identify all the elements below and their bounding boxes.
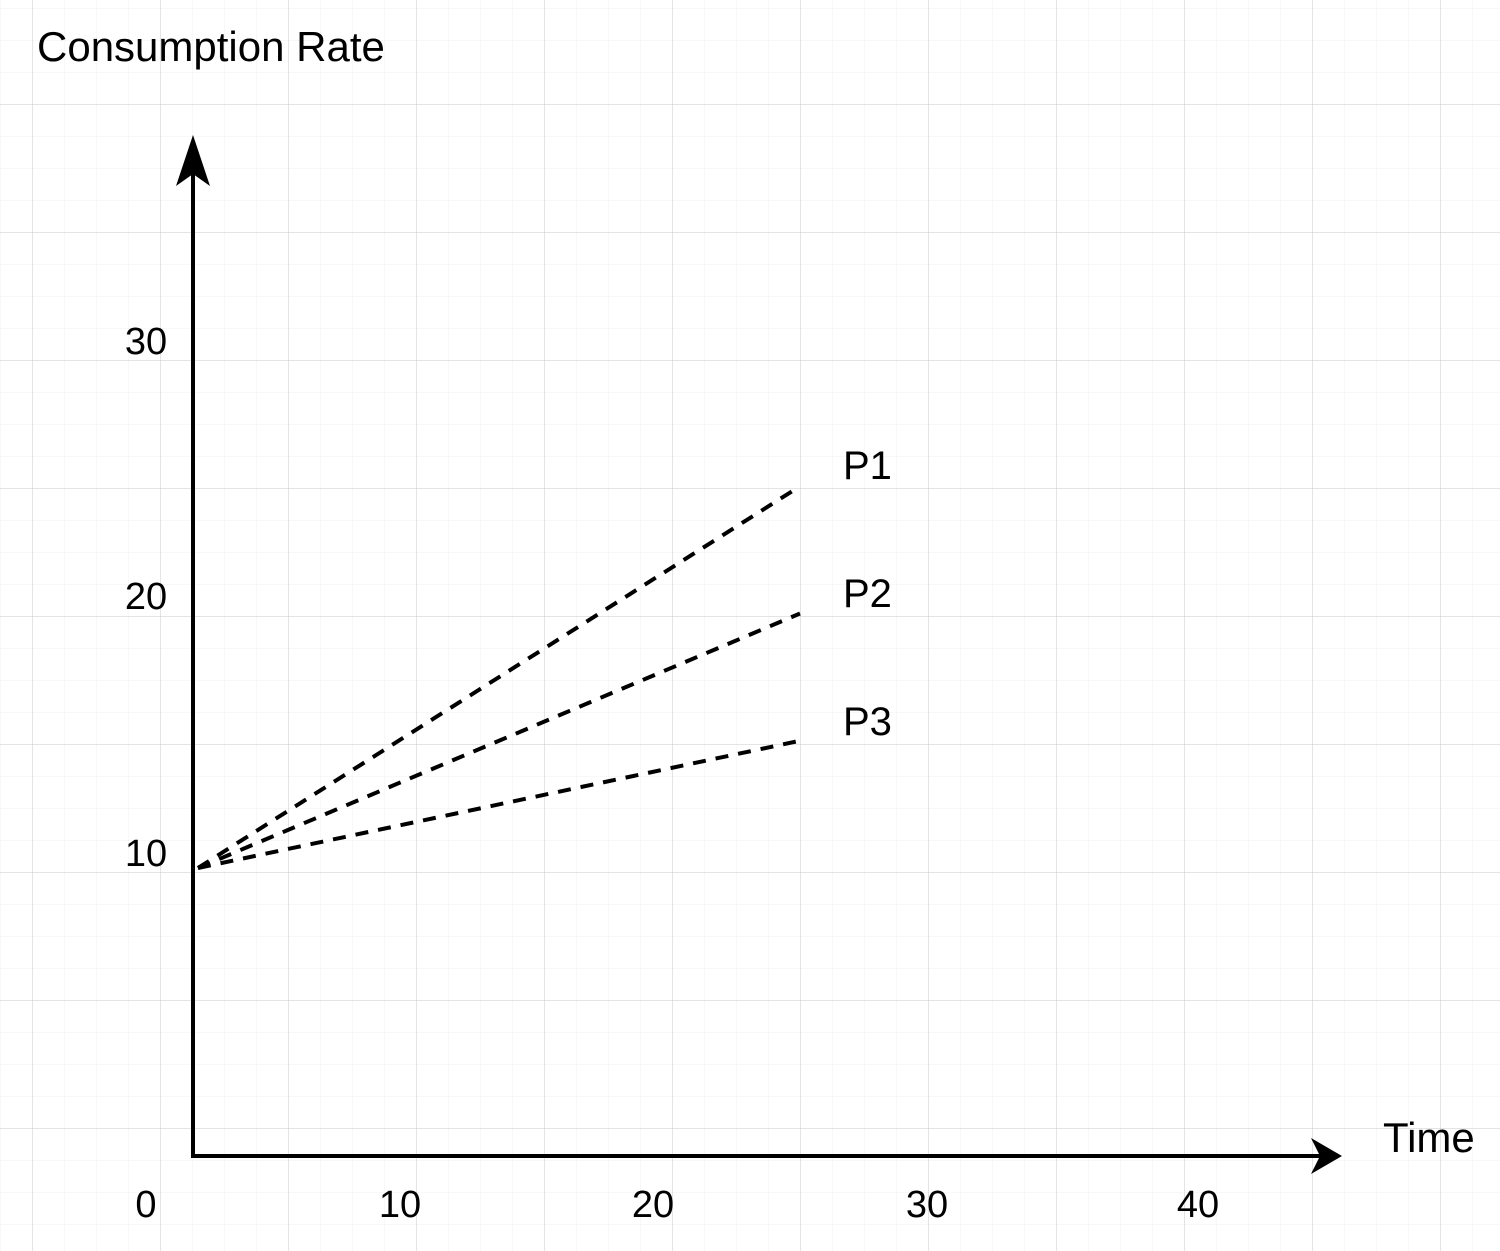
series-line-p3	[197, 738, 801, 870]
x-tick-label-0: 0	[135, 1184, 156, 1226]
x-tick-label-10: 10	[379, 1184, 421, 1226]
x-tick-label-40: 40	[1177, 1184, 1219, 1226]
series-label-p1: P1	[843, 444, 892, 488]
series-label-p3: P3	[843, 700, 892, 744]
x-axis-title: Time	[1383, 1114, 1475, 1161]
y-axis-title: Consumption Rate	[37, 23, 385, 70]
x-tick-label-20: 20	[632, 1184, 674, 1226]
y-tick-label-30: 30	[125, 321, 167, 363]
series-line-p1	[196, 484, 802, 870]
series-label-p2: P2	[843, 572, 892, 616]
y-axis-arrowhead-icon	[176, 135, 210, 186]
x-tick-label-30: 30	[906, 1184, 948, 1226]
x-axis-arrowhead-icon	[1311, 1138, 1342, 1174]
y-tick-label-20: 20	[125, 576, 167, 618]
series-lines-group	[196, 484, 802, 870]
y-tick-label-10: 10	[125, 833, 167, 875]
series-line-p2	[197, 611, 801, 870]
